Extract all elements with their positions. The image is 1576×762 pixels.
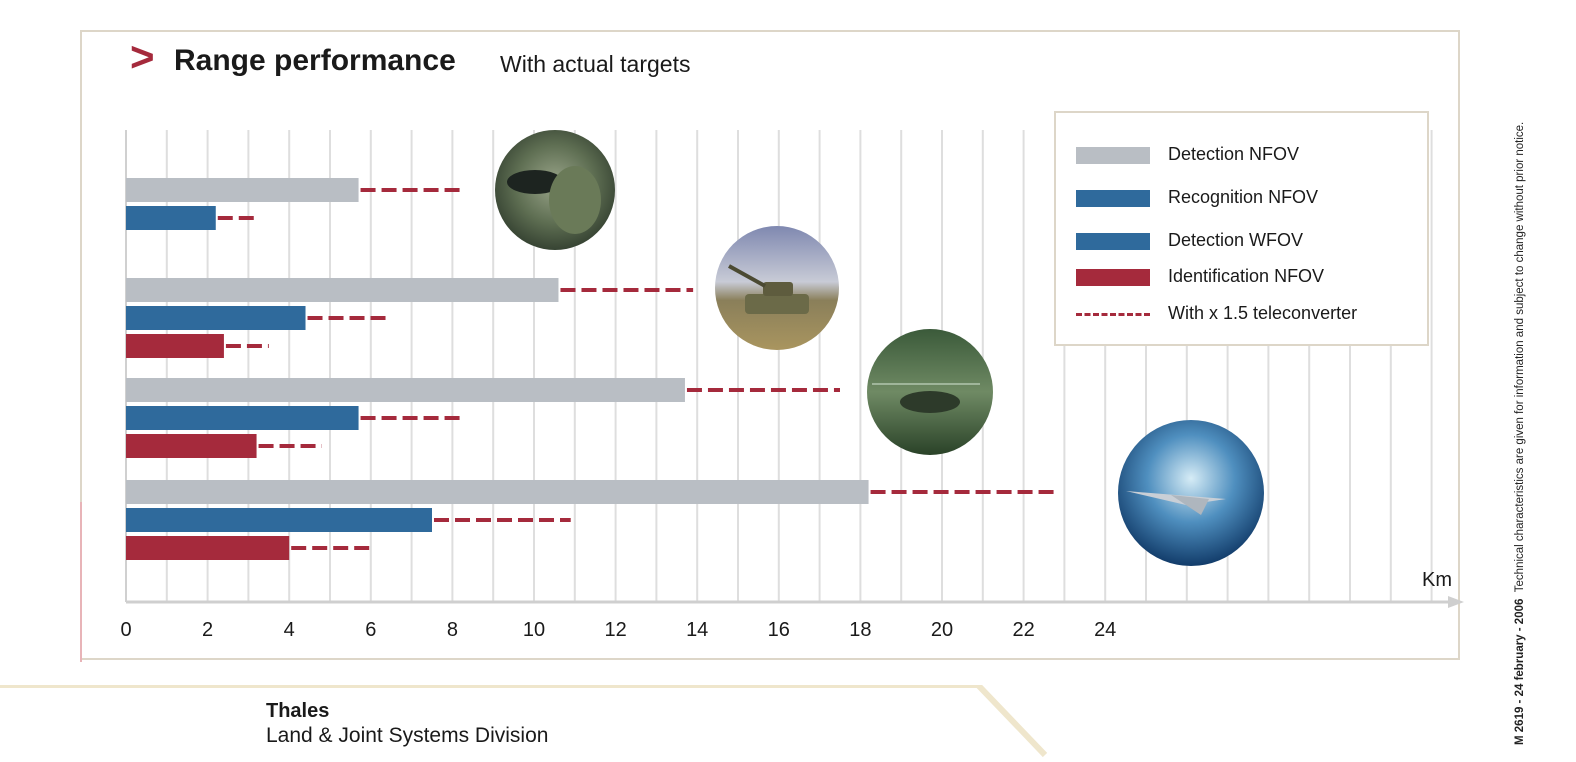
legend-swatch [1076, 269, 1150, 286]
legend-swatch [1076, 147, 1150, 164]
x-tick-label: 16 [768, 619, 790, 641]
x-tick-label: 22 [1012, 619, 1034, 641]
legend-swatch [1076, 233, 1150, 250]
company-name: Thales [266, 700, 330, 722]
binocular-shape [507, 170, 563, 194]
tank-gun [728, 264, 766, 288]
x-axis [126, 596, 1464, 608]
frame-accent [80, 502, 82, 662]
x-tick-label: 0 [120, 619, 131, 641]
legend-label: Recognition NFOV [1168, 187, 1319, 207]
bar-detection-nfov [126, 178, 359, 202]
chart-frame [80, 30, 1460, 662]
legend-swatch [1076, 190, 1150, 207]
helicopter-body [900, 391, 960, 413]
division-name: Land & Joint Systems Division [266, 724, 549, 747]
footer-band [0, 685, 1048, 758]
bar-recognition-nfov [126, 306, 306, 330]
side-note: M 2619 - 24 february - 2006 Technical ch… [1514, 122, 1526, 745]
legend-label: Identification NFOV [1168, 266, 1325, 286]
soldier-photo [495, 130, 615, 250]
legend: Detection NFOV Recognition NFOV Detectio… [1054, 111, 1429, 346]
x-tick-label: 24 [1094, 619, 1116, 641]
helicopter-photo [867, 329, 993, 455]
title-chevron-icon: > [130, 33, 155, 80]
x-tick-label: 4 [284, 619, 295, 641]
legend-label: Detection NFOV [1168, 144, 1300, 164]
bar-recognition-nfov [126, 206, 216, 230]
bars [126, 178, 1057, 560]
x-tick-label: 14 [686, 619, 708, 641]
tank-photo [715, 226, 839, 350]
x-tick-label: 6 [365, 619, 376, 641]
legend-label: With x 1.5 teleconverter [1168, 303, 1358, 323]
x-tick-label: 8 [447, 619, 458, 641]
bar-identification-nfov [126, 434, 257, 458]
x-tick-labels: 0 2 4 6 8 10 12 14 16 18 20 22 24 [120, 619, 1116, 641]
jet-wing [1171, 495, 1209, 515]
bar-recognition-nfov [126, 508, 432, 532]
bar-identification-nfov [126, 334, 224, 358]
bar-identification-nfov [126, 536, 290, 560]
x-tick-label: 20 [931, 619, 953, 641]
tank-hull [745, 294, 809, 314]
disclaimer-text: Technical characteristics are given for … [1514, 121, 1526, 593]
legend-label: Detection WFOV [1168, 230, 1304, 250]
chart-subtitle: With actual targets [500, 51, 691, 77]
x-tick-label: 2 [202, 619, 213, 641]
chart-title: Range performance [174, 44, 456, 77]
tank-turret [763, 282, 793, 296]
jet-photo [1118, 420, 1264, 566]
x-axis-label: Km [1422, 569, 1452, 591]
bar-detection-nfov [126, 378, 685, 402]
target-photos [495, 130, 1264, 566]
x-tick-label: 18 [849, 619, 871, 641]
x-tick-label: 10 [523, 619, 545, 641]
bar-recognition-nfov [126, 406, 359, 430]
bar-detection-nfov [126, 278, 559, 302]
soldier-shape [549, 166, 601, 234]
x-tick-label: 12 [604, 619, 626, 641]
jet-photo-disc [1118, 420, 1264, 566]
bar-detection-nfov [126, 480, 869, 504]
axis-arrow-icon [1448, 596, 1464, 608]
legend-dash [1076, 313, 1150, 316]
